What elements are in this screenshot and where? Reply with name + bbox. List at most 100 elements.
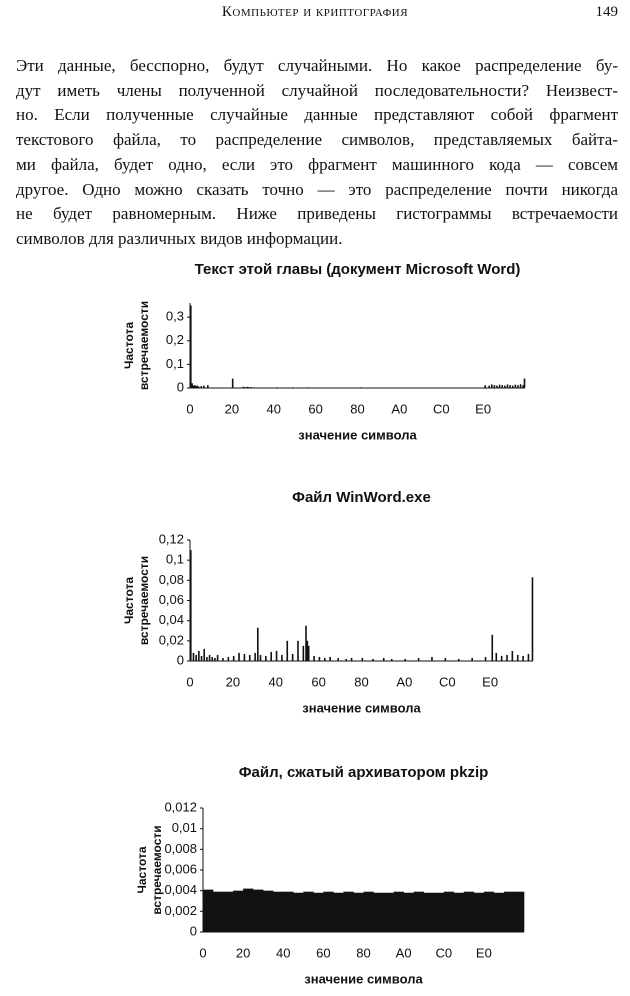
bar <box>511 650 514 661</box>
x-tick-label: 60 <box>316 945 330 960</box>
bar <box>403 892 414 932</box>
bar <box>457 658 460 661</box>
bar <box>516 654 519 661</box>
bar <box>259 654 262 661</box>
bar <box>444 657 447 661</box>
text-line: символов для различных видов информации. <box>16 228 343 248</box>
bar <box>493 892 505 932</box>
x-tick-label: 0 <box>199 945 206 960</box>
bar <box>361 657 364 661</box>
chart-title: Файл, сжатый архиватором pkzip <box>239 764 489 781</box>
bar <box>250 387 252 388</box>
running-header: Компьютер и криптография 149 <box>0 4 630 24</box>
x-tick-label: 60 <box>311 674 325 689</box>
bar <box>291 653 294 661</box>
y-tick-label: 0 <box>177 652 184 667</box>
x-tick-label: 20 <box>225 401 239 416</box>
bar <box>333 892 344 932</box>
y-tick-label: 0,1 <box>166 356 184 371</box>
bar <box>484 385 487 388</box>
y-tick-label: 0,1 <box>166 552 184 567</box>
bar <box>495 652 498 661</box>
x-tick-label: C0 <box>433 401 450 416</box>
bar <box>413 891 424 932</box>
bar <box>488 385 490 388</box>
bar <box>522 655 524 661</box>
bar <box>363 891 374 932</box>
bar <box>273 891 284 932</box>
bar <box>431 656 433 661</box>
bar <box>246 386 248 388</box>
bar <box>433 892 445 932</box>
bar <box>193 385 196 388</box>
bar <box>498 384 501 388</box>
bar <box>200 655 203 661</box>
bar <box>216 654 219 661</box>
y-tick-label: 0,004 <box>164 882 197 897</box>
bar <box>509 385 511 388</box>
x-tick-label: 80 <box>354 674 368 689</box>
text-line: текстового файла, то распределение симво… <box>16 130 618 150</box>
bar <box>513 891 525 932</box>
x-tick-label: 40 <box>269 674 283 689</box>
bar <box>213 891 224 932</box>
bar <box>203 385 205 388</box>
bar <box>281 654 283 661</box>
bar <box>196 385 199 388</box>
bar <box>527 653 530 661</box>
bar <box>491 634 494 661</box>
bar <box>275 650 278 661</box>
bar <box>443 891 455 932</box>
bar <box>276 387 278 388</box>
bar <box>484 656 487 661</box>
x-tick-label: A0 <box>396 674 412 689</box>
bar <box>329 656 331 661</box>
x-tick-label: 40 <box>276 945 290 960</box>
bar <box>493 385 496 388</box>
bar <box>253 889 264 932</box>
x-tick-label: 0 <box>186 401 193 416</box>
bar <box>471 657 473 661</box>
bar <box>506 384 509 388</box>
bar <box>222 657 224 661</box>
bar <box>227 656 230 661</box>
bar <box>195 386 197 388</box>
bar <box>292 387 294 388</box>
bar <box>206 656 208 661</box>
bar <box>232 655 235 661</box>
y-tick-label: 0,02 <box>159 632 184 647</box>
page-number: 149 <box>595 4 619 20</box>
paragraph: Эти данные, бесспорно, будут случайными.… <box>16 54 618 252</box>
bar <box>270 651 272 661</box>
y-axis-label: встречаемости <box>137 301 151 390</box>
bar <box>191 383 193 388</box>
bar <box>337 657 339 661</box>
bar <box>350 657 353 661</box>
bar <box>503 891 515 932</box>
bar <box>195 654 197 661</box>
bar <box>517 385 519 388</box>
bar <box>265 655 267 661</box>
bar <box>306 640 309 661</box>
y-tick-label: 0,01 <box>172 820 197 835</box>
x-axis-label: значение символа <box>298 427 417 442</box>
x-tick-label: 20 <box>236 945 250 960</box>
bar <box>190 550 192 661</box>
bar <box>192 385 195 388</box>
bar <box>496 385 498 388</box>
y-tick-label: 0,006 <box>164 861 197 876</box>
y-tick-label: 0 <box>190 923 197 938</box>
y-axis-label: Частота <box>122 577 136 624</box>
text-line: но. Если полученные случайные данные пре… <box>16 105 618 125</box>
x-tick-label: E0 <box>475 401 491 416</box>
bar <box>198 650 200 661</box>
bar <box>307 645 310 661</box>
x-tick-label: C0 <box>439 674 456 689</box>
bar <box>501 385 504 388</box>
bar <box>531 577 534 661</box>
x-axis-label: значение символа <box>304 971 423 986</box>
y-tick-label: 0,008 <box>164 841 197 856</box>
bar <box>523 378 526 388</box>
bar <box>519 384 522 388</box>
x-tick-label: E0 <box>476 945 492 960</box>
